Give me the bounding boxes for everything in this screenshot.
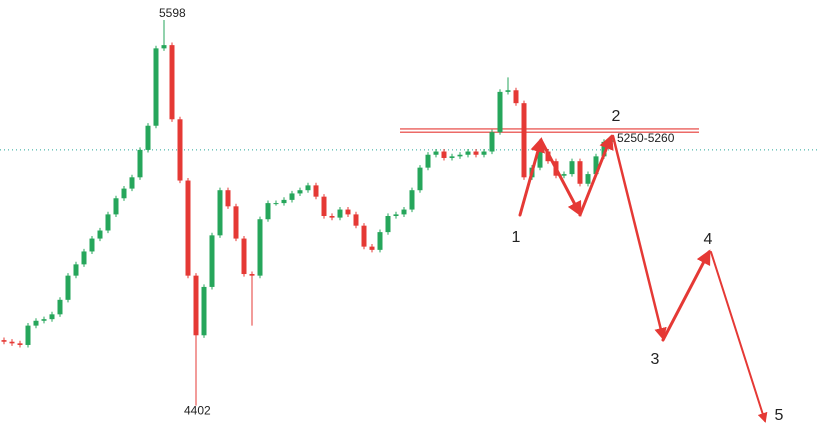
candle-body	[41, 319, 47, 321]
candle-body	[257, 219, 263, 276]
candle-body	[417, 167, 423, 191]
candle-body	[345, 209, 351, 215]
candle-body	[321, 196, 327, 216]
candle-body	[65, 275, 71, 300]
candle-body	[489, 132, 495, 152]
candle-body	[169, 45, 175, 120]
candle-body	[401, 209, 407, 215]
candle-body	[337, 209, 343, 218]
candle-body	[393, 214, 399, 216]
candle-body	[121, 188, 127, 199]
candle-body	[25, 325, 31, 345]
candle-body	[153, 48, 159, 126]
candle-body	[185, 180, 191, 276]
candle-body	[593, 156, 599, 175]
candle-body	[89, 238, 95, 252]
candle-body	[577, 161, 583, 184]
candle-body	[313, 185, 319, 197]
projection-arrows	[518, 134, 768, 423]
candle-body	[497, 91, 503, 133]
candle-body	[457, 154, 463, 157]
wave-label: 2	[612, 108, 621, 125]
candle-body	[305, 185, 311, 191]
candle-body	[225, 190, 231, 207]
arrow	[539, 138, 582, 217]
candle-body	[521, 103, 527, 178]
candle-body	[569, 161, 575, 175]
candle-body	[105, 214, 111, 231]
candle-body	[433, 151, 439, 155]
candle-body	[161, 45, 167, 49]
high-label: 5598	[159, 6, 186, 20]
candle-body	[137, 149, 143, 178]
wave-label: 5	[775, 407, 784, 424]
wave-label: 3	[651, 351, 660, 368]
candle-body	[129, 177, 135, 189]
candle-body	[369, 246, 375, 250]
candle-body	[193, 275, 199, 336]
low-label: 4402	[184, 404, 211, 418]
candle-body	[297, 190, 303, 194]
candle-body	[409, 190, 415, 210]
candle-body	[585, 174, 591, 184]
candle-body	[81, 251, 87, 265]
candle-body	[377, 232, 383, 250]
candle-body	[281, 199, 287, 204]
candle-body	[561, 174, 567, 176]
candle-body	[289, 193, 295, 200]
candle-body	[473, 151, 479, 155]
candle-body	[201, 286, 207, 336]
zone-label: 5250-5260	[617, 131, 675, 145]
candle-body	[385, 216, 391, 233]
candle-body	[465, 151, 471, 155]
candles	[0, 19, 820, 406]
candle-body	[233, 206, 239, 239]
arrow	[661, 249, 711, 342]
candle-body	[505, 90, 511, 92]
arrow	[578, 134, 614, 217]
candle-body	[33, 320, 39, 326]
candle-body	[1, 340, 7, 342]
candle-body	[441, 151, 447, 158]
candle-body	[49, 314, 55, 320]
arrow	[710, 251, 768, 423]
candle-body	[249, 274, 255, 276]
candle-body	[9, 341, 15, 344]
candle-body	[145, 125, 151, 150]
candle-body	[449, 156, 455, 158]
candle-body	[73, 264, 79, 276]
arrow	[611, 134, 667, 341]
wave-label: 4	[704, 231, 713, 248]
candle-body	[113, 198, 119, 215]
candle-body	[481, 151, 487, 155]
candle-body	[217, 190, 223, 236]
candle-body	[273, 203, 279, 205]
arrow	[518, 137, 545, 217]
candle-body	[177, 119, 183, 181]
candle-body	[425, 154, 431, 168]
candle-body	[17, 343, 23, 345]
candle-body	[361, 225, 367, 247]
candle-body	[513, 90, 519, 104]
candle-body	[265, 203, 271, 220]
candle-body	[97, 230, 103, 239]
wave-label: 1	[512, 229, 521, 246]
candle-body	[329, 216, 335, 218]
candle-body	[209, 235, 215, 287]
candle-body	[353, 214, 359, 226]
candle-body	[57, 299, 63, 315]
candle-body	[241, 238, 247, 275]
candle-body	[537, 151, 543, 168]
